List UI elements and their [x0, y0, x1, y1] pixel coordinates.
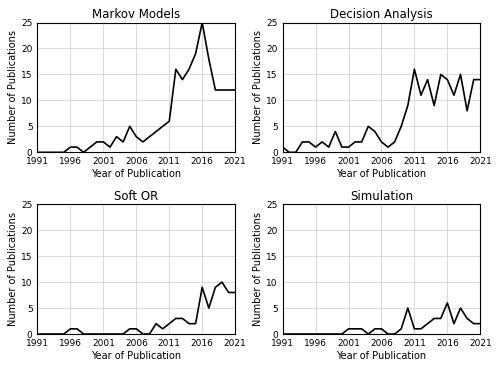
Y-axis label: Number of Publications: Number of Publications — [254, 212, 264, 326]
Y-axis label: Number of Publications: Number of Publications — [8, 212, 18, 326]
Title: Simulation: Simulation — [350, 190, 413, 203]
Y-axis label: Number of Publications: Number of Publications — [8, 30, 18, 144]
X-axis label: Year of Publication: Year of Publication — [336, 351, 426, 361]
Y-axis label: Number of Publications: Number of Publications — [254, 30, 264, 144]
Title: Soft OR: Soft OR — [114, 190, 158, 203]
Title: Decision Analysis: Decision Analysis — [330, 8, 433, 21]
X-axis label: Year of Publication: Year of Publication — [91, 351, 182, 361]
Title: Markov Models: Markov Models — [92, 8, 180, 21]
X-axis label: Year of Publication: Year of Publication — [336, 169, 426, 179]
X-axis label: Year of Publication: Year of Publication — [91, 169, 182, 179]
